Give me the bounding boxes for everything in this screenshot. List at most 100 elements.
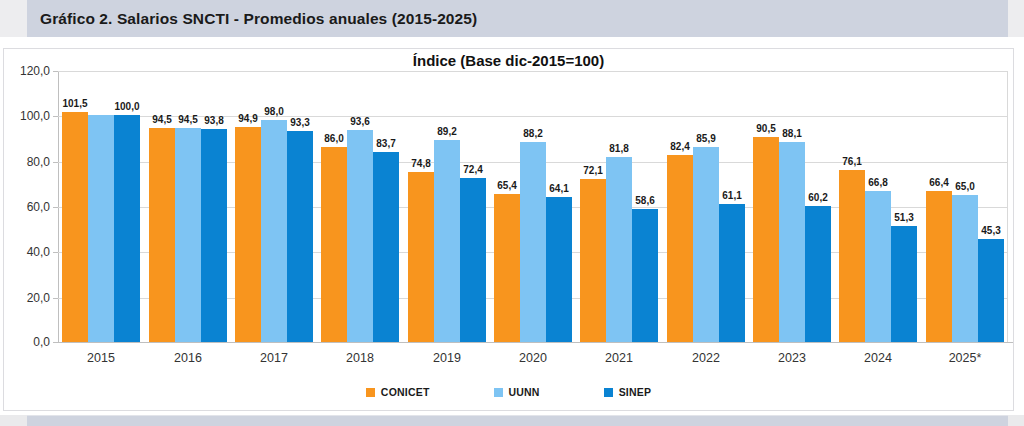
x-axis-label: 2017 <box>231 351 317 365</box>
bar-conicet-2015 <box>62 112 88 342</box>
y-axis-label: 60,0 <box>4 200 50 214</box>
bar-uunn-2015 <box>88 115 114 342</box>
section-title: Gráfico 2. Salarios SNCTI - Promedios an… <box>27 10 477 28</box>
y-axis-tick <box>53 116 58 117</box>
bar-value-label: 65,0 <box>943 181 987 192</box>
bar-value-label: 93,3 <box>278 117 322 128</box>
bar-sinep-2024 <box>891 226 917 342</box>
x-axis-label: 2015 <box>58 351 144 365</box>
bar-uunn-2025* <box>952 195 978 342</box>
plot-area: 0,020,040,060,080,0100,0120,0101,5100,02… <box>58 71 1008 343</box>
bar-uunn-2018 <box>347 130 373 342</box>
x-axis-label: 2022 <box>663 351 749 365</box>
bar-value-label: 93,6 <box>338 116 382 127</box>
bar-conicet-2023 <box>753 137 779 342</box>
chart-title: Índice (Base dic-2015=100) <box>4 52 1013 69</box>
bar-conicet-2021 <box>580 179 606 342</box>
bar-sinep-2019 <box>460 178 486 342</box>
bottom-band-fill <box>27 415 1008 426</box>
y-axis-label: 20,0 <box>4 291 50 305</box>
header-right-margin <box>1008 0 1024 37</box>
gridline <box>58 71 1008 72</box>
x-axis-label: 2021 <box>576 351 662 365</box>
chart-legend: CONICET UUNN SINEP <box>4 386 1013 398</box>
bar-conicet-2016 <box>149 128 175 342</box>
y-axis-tick <box>53 298 58 299</box>
bar-conicet-2017 <box>235 127 261 342</box>
bar-uunn-2023 <box>779 142 805 342</box>
bar-uunn-2016 <box>175 128 201 342</box>
bar-sinep-2021 <box>632 209 658 342</box>
bar-sinep-2020 <box>546 197 572 342</box>
bar-sinep-2017 <box>287 131 313 342</box>
bar-value-label: 81,8 <box>597 143 641 154</box>
bar-sinep-2015 <box>114 115 140 342</box>
bar-value-label: 61,1 <box>710 190 754 201</box>
y-axis-tick <box>53 252 58 253</box>
bar-value-label: 64,1 <box>537 183 581 194</box>
y-axis-tick <box>53 71 58 72</box>
legend-swatch <box>604 388 613 397</box>
y-axis-label: 40,0 <box>4 245 50 259</box>
bar-conicet-2022 <box>667 155 693 342</box>
legend-item-conicet: CONICET <box>366 386 430 398</box>
bar-value-label: 101,5 <box>53 98 97 109</box>
y-axis-label: 120,0 <box>4 64 50 78</box>
y-axis-label: 0,0 <box>4 335 50 349</box>
bar-value-label: 88,2 <box>511 128 555 139</box>
bar-value-label: 88,1 <box>770 128 814 139</box>
legend-swatch <box>494 388 503 397</box>
legend-label: UUNN <box>509 386 540 398</box>
chart-area: Índice (Base dic-2015=100) 0,020,040,060… <box>3 48 1014 411</box>
y-axis-label: 80,0 <box>4 155 50 169</box>
bottom-left-margin <box>0 415 27 426</box>
legend-label: CONICET <box>381 386 430 398</box>
bar-sinep-2022 <box>719 204 745 342</box>
section-title-band: Gráfico 2. Salarios SNCTI - Promedios an… <box>27 0 1008 37</box>
bar-uunn-2017 <box>261 120 287 342</box>
x-axis-label: 2018 <box>317 351 403 365</box>
bar-value-label: 100,0 <box>105 101 149 112</box>
bar-uunn-2021 <box>606 157 632 342</box>
screenshot-root: Gráfico 2. Salarios SNCTI - Promedios an… <box>0 0 1024 426</box>
bar-value-label: 66,8 <box>856 177 900 188</box>
x-axis-label: 2020 <box>490 351 576 365</box>
next-section-band <box>0 415 1024 426</box>
bar-uunn-2020 <box>520 142 546 342</box>
bottom-right-margin <box>1008 415 1024 426</box>
bar-value-label: 51,3 <box>882 212 926 223</box>
bar-sinep-2016 <box>201 129 227 342</box>
legend-item-uunn: UUNN <box>494 386 540 398</box>
y-axis-tick <box>53 207 58 208</box>
bar-value-label: 85,9 <box>684 133 728 144</box>
x-axis-line <box>53 342 1013 343</box>
y-axis-label: 100,0 <box>4 109 50 123</box>
bar-conicet-2020 <box>494 194 520 342</box>
bar-conicet-2025* <box>926 191 952 342</box>
bar-sinep-2018 <box>373 152 399 342</box>
bar-conicet-2019 <box>408 172 434 342</box>
bar-conicet-2018 <box>321 147 347 342</box>
bar-conicet-2024 <box>839 170 865 342</box>
x-axis-label: 2016 <box>145 351 231 365</box>
section-header: Gráfico 2. Salarios SNCTI - Promedios an… <box>0 0 1024 37</box>
y-axis-tick <box>53 162 58 163</box>
bar-value-label: 60,2 <box>796 192 840 203</box>
legend-label: SINEP <box>619 386 652 398</box>
x-axis-label: 2023 <box>749 351 835 365</box>
legend-swatch <box>366 388 375 397</box>
header-left-margin <box>0 0 27 37</box>
x-axis-label: 2024 <box>835 351 921 365</box>
bar-sinep-2023 <box>805 206 831 342</box>
bar-value-label: 72,4 <box>451 164 495 175</box>
x-axis-label: 2019 <box>404 351 490 365</box>
bar-value-label: 45,3 <box>969 225 1013 236</box>
x-axis-label: 2025* <box>922 351 1008 365</box>
bar-value-label: 98,0 <box>252 106 296 117</box>
bar-sinep-2025* <box>978 239 1004 342</box>
bar-value-label: 83,7 <box>364 138 408 149</box>
bar-value-label: 76,1 <box>830 156 874 167</box>
bar-value-label: 89,2 <box>425 126 469 137</box>
bar-uunn-2022 <box>693 147 719 342</box>
bar-value-label: 58,6 <box>623 195 667 206</box>
